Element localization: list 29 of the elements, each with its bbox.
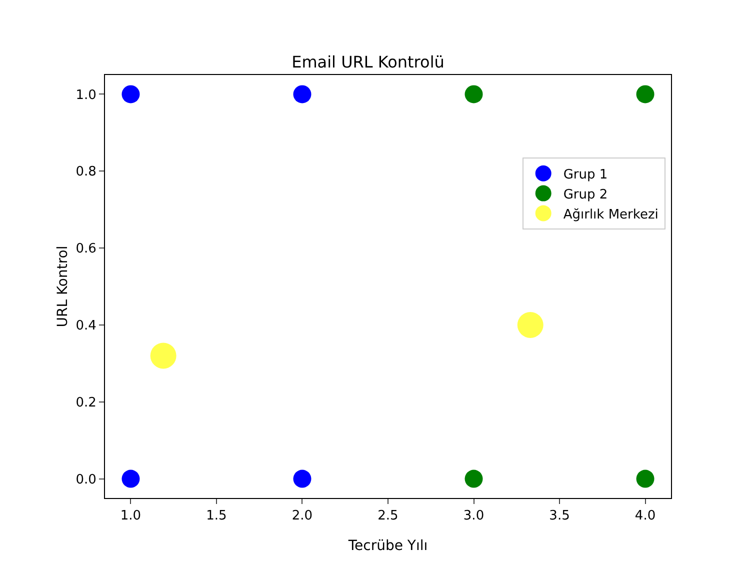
point (464, 85, 483, 104)
point (464, 470, 483, 488)
point (122, 470, 140, 488)
x-tick-label: 3.5 (549, 508, 570, 524)
point (293, 470, 312, 488)
y-tick-label: 0.4 (76, 318, 96, 334)
legend-label: Grup 1 (563, 167, 608, 182)
x-tick-label: 1.5 (206, 508, 227, 524)
x-tick-label: 2.0 (292, 508, 313, 524)
y-tick-label: 0.6 (76, 242, 96, 257)
point (122, 85, 140, 104)
point (150, 342, 176, 369)
legend-label: Grup 2 (563, 187, 608, 202)
x-tick-label: 4.0 (634, 508, 656, 524)
legend-label: Ağırlık Merkezi (563, 207, 658, 222)
x-axis-title: Tecrübe Yılı (347, 538, 428, 554)
point (293, 85, 312, 104)
y-tick-label: 0.0 (76, 472, 96, 488)
point (636, 85, 654, 104)
point (517, 312, 544, 338)
y-tick-label: 0.2 (76, 395, 96, 410)
point (636, 470, 654, 488)
y-tick-label: 1.0 (76, 88, 96, 103)
chart-title: Email URL Kontrolü (292, 52, 444, 72)
y-tick-label: 0.8 (76, 164, 96, 180)
x-tick-label: 3.0 (463, 508, 484, 524)
y-axis-title: URL Kontrol (55, 246, 71, 328)
x-tick-label: 1.0 (120, 508, 142, 524)
x-tick-label: 2.5 (378, 508, 398, 524)
